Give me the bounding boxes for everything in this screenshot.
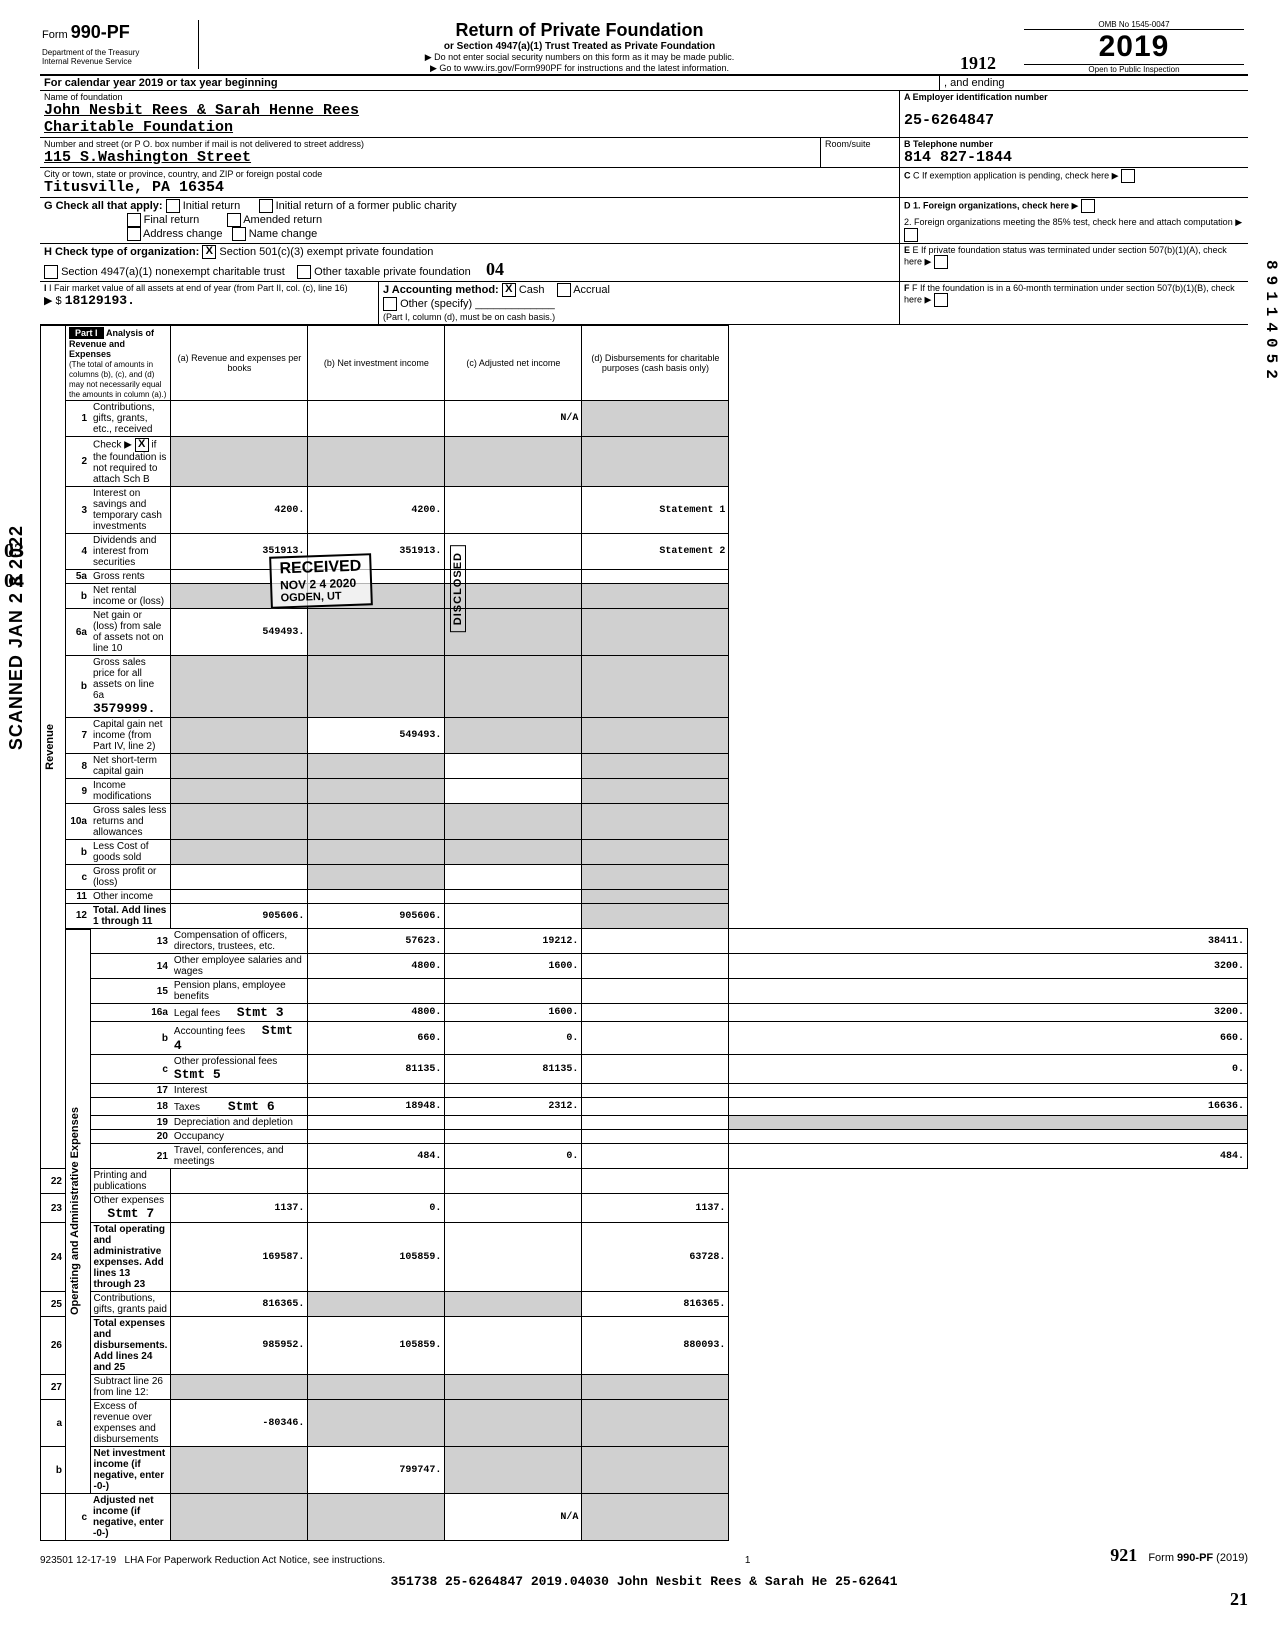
check-cash[interactable]: X [502,283,516,297]
box-j-label: J Accounting method: [383,284,499,296]
footer: 923501 12-17-19 LHA For Paperwork Reduct… [40,1545,1248,1566]
col-c-header: (c) Adjusted net income [445,326,582,401]
fmv-value: 18129193. [65,293,135,308]
note-web: ▶ Go to www.irs.gov/Form990PF for instru… [207,63,952,74]
received-stamp: RECEIVED NOV 2 4 2020 OGDEN, UT [269,553,373,609]
footer-bottom: 351738 25-6264847 2019.04030 John Nesbit… [40,1574,1248,1589]
check-other-method[interactable] [383,297,397,311]
margin-code: 89114052 [1262,260,1280,385]
addr-label: Number and street (or P O. box number if… [44,139,816,149]
expenses-label: Operating and Administrative Expenses [69,1107,81,1315]
box-f: F F If the foundation is in a 60-month t… [904,283,1244,307]
phone-value: 814 827-1844 [904,149,1244,166]
col-a-header: (a) Revenue and expenses per books [171,326,308,401]
phone-label: B Telephone number [904,139,1244,149]
omb-number: OMB No 1545-0047 [1024,20,1244,30]
scanned-stamp: SCANNED JAN 2 8 2022 [6,525,27,750]
form-number: 990-PF [71,22,130,42]
tax-year: 2019 [1024,30,1244,64]
form-title: Return of Private Foundation [207,20,952,41]
part1-header: Part I [69,327,104,339]
check-initial[interactable] [166,199,180,213]
box-d2: 2. Foreign organizations meeting the 85%… [904,217,1244,242]
check-former[interactable] [259,199,273,213]
col-d-header: (d) Disbursements for charitable purpose… [582,326,729,401]
check-4947[interactable] [44,265,58,279]
city-value: Titusville, PA 16354 [44,179,895,196]
addr-value: 115 S.Washington Street [44,149,816,166]
note-ssn: ▶ Do not enter social security numbers o… [207,52,952,63]
check-addrchange[interactable] [127,227,141,241]
public-inspection: Open to Public Inspection [1024,64,1244,74]
room-label: Room/suite [825,139,895,149]
box-j-note: (Part I, column (d), must be on cash bas… [383,312,555,322]
calendar-ending: , and ending [940,76,1248,90]
footer-hand2: 21 [40,1589,1248,1610]
ein-value: 25-6264847 [904,112,1244,129]
foundation-name-2: Charitable Foundation [44,119,895,136]
check-501c3[interactable]: X [202,245,216,259]
check-final[interactable] [127,213,141,227]
part1-sub: (The total of amounts in columns (b), (c… [69,360,166,399]
dept-irs: Internal Revenue Service [42,58,192,67]
check-namechange[interactable] [232,227,246,241]
col-b-header: (b) Net investment income [308,326,445,401]
city-label: City or town, state or province, country… [44,169,895,179]
box-h-label: H Check type of organization: [44,246,199,258]
box-i-label: I I Fair market value of all assets at e… [44,283,374,293]
analysis-table: Revenue Part I Analysis of Revenue and E… [40,325,1248,1541]
revenue-label: Revenue [44,724,56,770]
hand-code-top: 1912 [960,53,996,73]
hand-04: 04 [486,259,504,279]
form-subtitle: or Section 4947(a)(1) Trust Treated as P… [207,41,952,52]
form-label: Form [42,29,68,41]
disclosed-stamp: DISCLOSED [450,545,466,632]
box-e: E E If private foundation status was ter… [904,245,1244,269]
ein-label: A Employer identification number [904,92,1244,102]
check-amended[interactable] [227,213,241,227]
box-g-label: G Check all that apply: [44,200,163,212]
check-other-tax[interactable] [297,265,311,279]
form-header: Form 990-PF Department of the Treasury I… [40,20,1248,76]
calendar-year-label: For calendar year 2019 or tax year begin… [40,76,940,90]
foundation-name-1: John Nesbit Rees & Sarah Henne Rees [44,102,895,119]
box-d1: D 1. Foreign organizations, check here ▶ [904,199,1244,213]
name-label: Name of foundation [44,92,895,102]
check-accrual[interactable] [557,283,571,297]
box-c-label: C C If exemption application is pending,… [904,169,1244,183]
